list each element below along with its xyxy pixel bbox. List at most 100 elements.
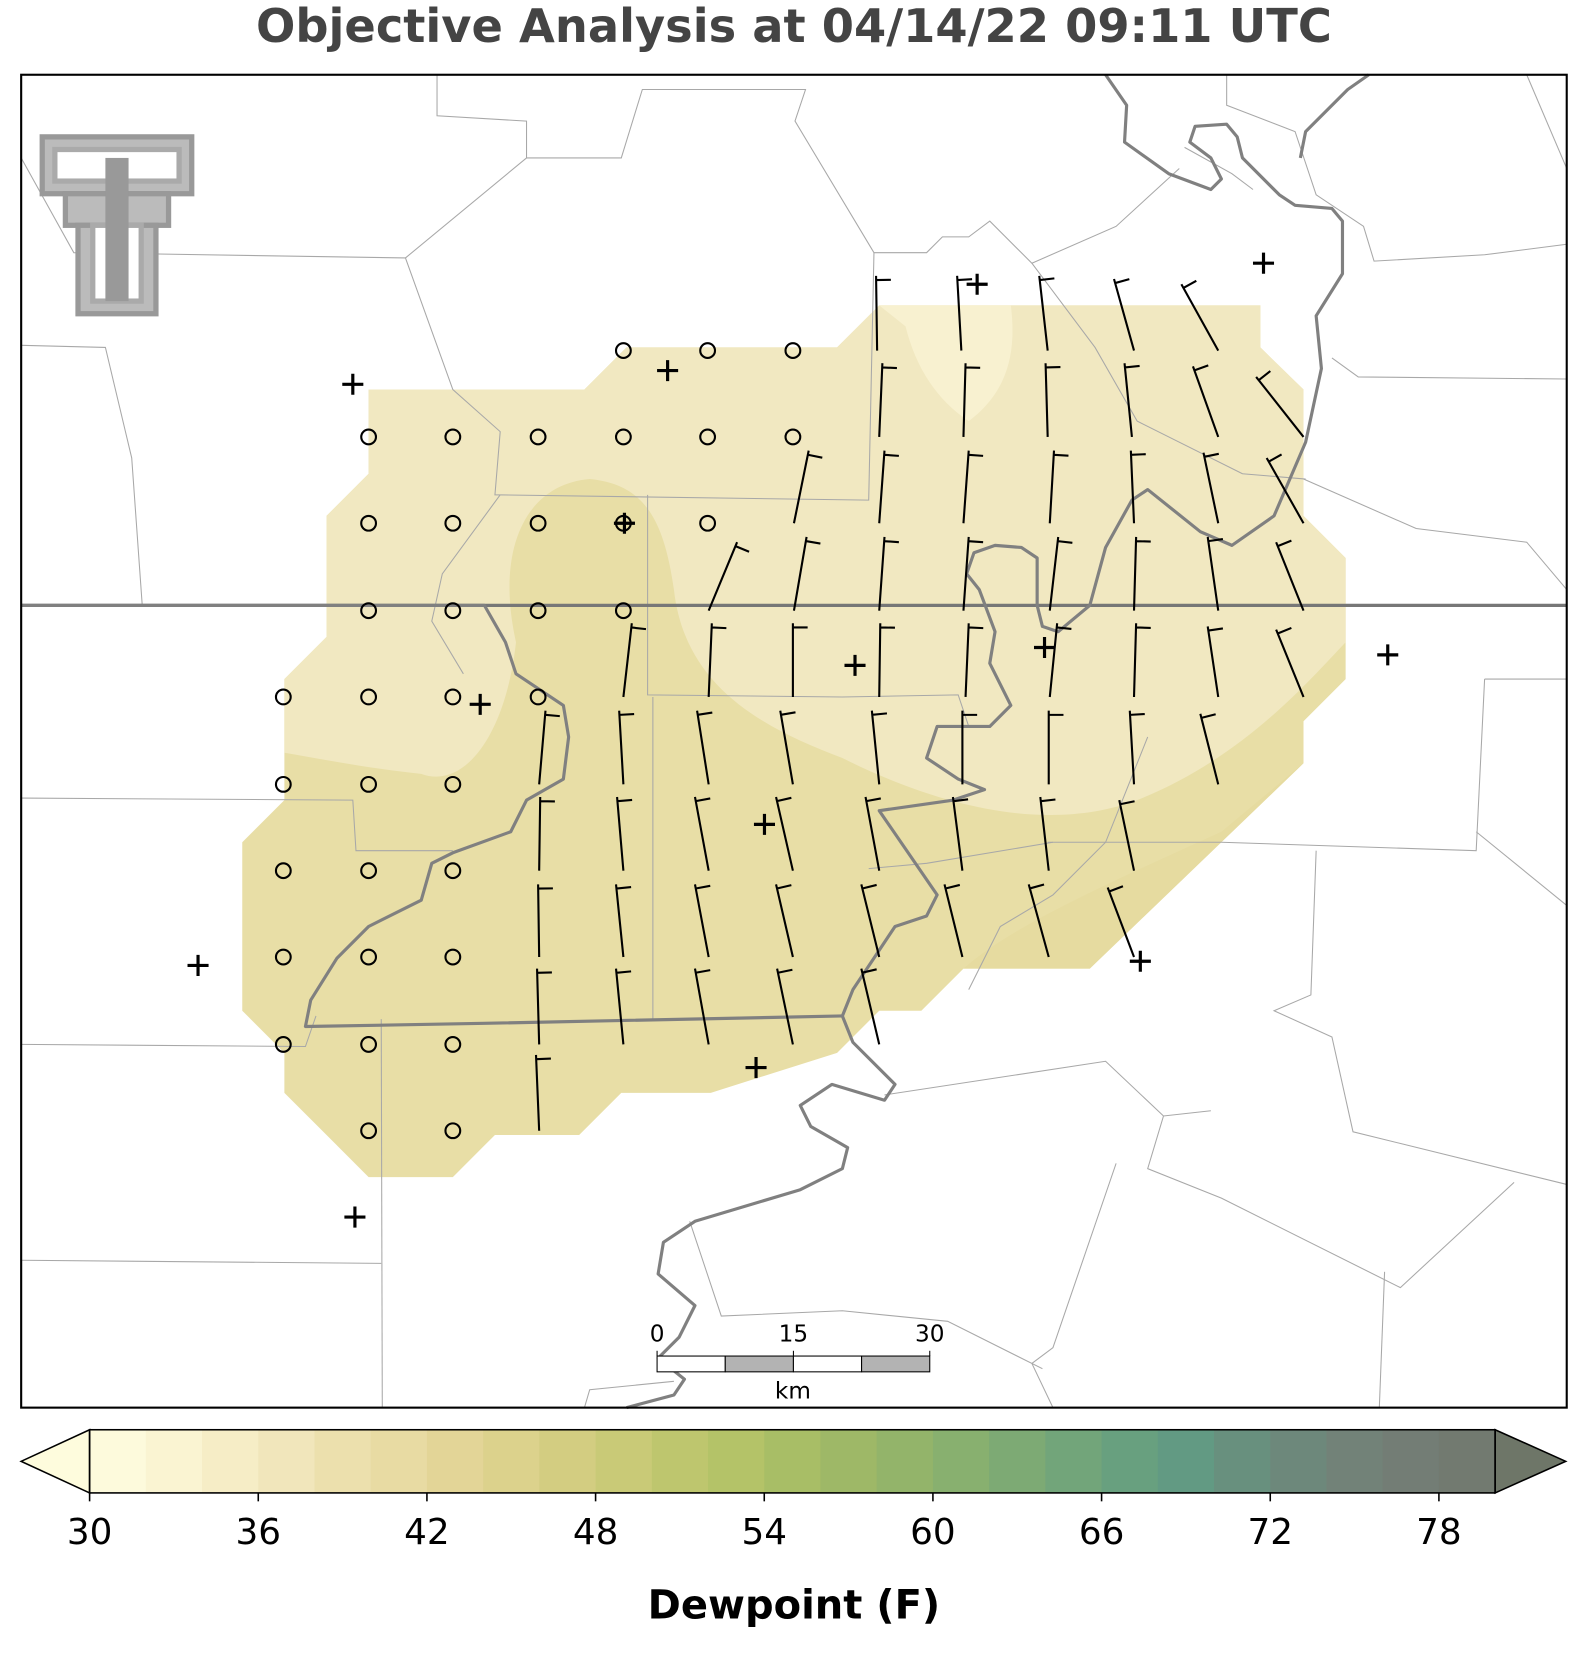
wind-barb <box>878 536 899 611</box>
wind-barb <box>1128 710 1145 785</box>
wind-barb <box>1199 713 1220 785</box>
station-missing <box>1252 252 1275 274</box>
station-calm <box>444 688 462 706</box>
county-line <box>647 494 970 727</box>
station-missing <box>1129 950 1151 972</box>
wind-barb <box>538 710 560 785</box>
colorbar-box <box>932 1429 990 1493</box>
station-calm <box>274 775 292 793</box>
colorbar-tick-label: 36 <box>236 1512 282 1553</box>
wind-barb <box>1112 278 1136 351</box>
colorbar-frame <box>88 1428 1496 1494</box>
scale-segment <box>861 1355 931 1373</box>
wind-barb <box>1132 536 1151 611</box>
wind-barb <box>792 450 823 524</box>
wind-barb <box>693 968 711 1045</box>
wind-barb <box>1206 536 1224 611</box>
station-calm <box>360 688 378 706</box>
county-line <box>1331 357 1567 380</box>
wind-barb <box>1118 799 1136 871</box>
colorbar-tick-label: 72 <box>1247 1512 1293 1553</box>
wind-barb <box>1180 279 1220 352</box>
county-line <box>21 797 453 852</box>
station-calm <box>614 602 632 620</box>
station-missing <box>344 1206 366 1228</box>
station-missing <box>342 373 364 395</box>
county-line <box>1526 74 1568 169</box>
wind-barb <box>951 796 969 871</box>
wind-barb <box>1132 623 1151 698</box>
station-missing <box>613 512 635 534</box>
county-line <box>873 168 1180 264</box>
county-line <box>20 74 875 501</box>
colorbar-box <box>258 1429 316 1493</box>
scale-tick-label: 0 <box>650 1321 665 1347</box>
station-calm <box>784 342 802 360</box>
wind-barb <box>616 796 633 871</box>
river <box>626 73 1345 1410</box>
wind-barb <box>878 623 895 697</box>
station-calm <box>614 342 632 360</box>
wind-barb <box>860 883 881 958</box>
station-calm <box>444 514 462 532</box>
scale-segment <box>792 1355 863 1373</box>
station-calm <box>360 602 378 620</box>
colorbar-box <box>426 1429 484 1493</box>
station-calm <box>529 428 547 446</box>
dewpoint-shading-lightest <box>879 305 1013 422</box>
station-calm <box>784 428 802 446</box>
colorbar-tick-label: 48 <box>573 1512 619 1553</box>
colorbar-box <box>1157 1429 1215 1493</box>
wind-barb <box>1047 710 1064 785</box>
colorbar-box <box>1326 1429 1384 1493</box>
stations <box>187 252 1399 1228</box>
county-line <box>868 841 1054 870</box>
county-line <box>1475 831 1568 906</box>
river <box>21 603 843 1029</box>
station-calm <box>360 514 378 532</box>
colorbar-box <box>1214 1429 1271 1493</box>
scale-unit: km <box>775 1378 811 1404</box>
wind-barb <box>696 710 713 785</box>
county-line <box>884 1060 1211 1117</box>
station-calm <box>274 948 292 966</box>
station-calm <box>444 775 462 793</box>
station-calm <box>360 775 378 793</box>
county-line <box>968 736 1149 990</box>
wind-barb <box>1106 885 1135 958</box>
wind-barb <box>693 884 711 958</box>
county-line <box>1031 1163 1117 1408</box>
station-calm <box>529 688 547 706</box>
colorbar-box <box>1438 1429 1496 1493</box>
wind-barb <box>536 968 552 1045</box>
colorbar-box <box>314 1429 372 1493</box>
colorbar-box <box>539 1429 597 1493</box>
station-missing <box>1033 636 1056 659</box>
dewpoint-shading-dark <box>963 763 1304 969</box>
wind-barb <box>1048 623 1072 698</box>
station-missing <box>745 1057 767 1079</box>
wind-barb <box>618 710 635 785</box>
county-line <box>1303 478 1568 590</box>
county-line <box>1378 1271 1386 1408</box>
station-calm <box>444 1035 462 1053</box>
colorbar-tick-label: 42 <box>404 1512 450 1553</box>
station-calm <box>360 428 378 446</box>
wind-barb <box>775 796 794 871</box>
wind-barb <box>962 450 984 524</box>
scale-segment <box>656 1355 726 1373</box>
wind-barb <box>962 536 984 611</box>
station-calm <box>360 862 378 880</box>
station-calm <box>444 428 462 446</box>
county-line <box>21 344 143 606</box>
station-calm <box>529 514 547 532</box>
county-line <box>689 1221 1043 1370</box>
station-calm <box>360 1122 378 1140</box>
colorbar-tick-label: 60 <box>910 1512 956 1553</box>
colorbar-box <box>370 1429 428 1493</box>
wind-barb <box>864 796 881 871</box>
wind-barb <box>878 363 897 437</box>
wind-barb <box>943 883 964 958</box>
county-line <box>21 1259 382 1264</box>
station-missing <box>844 654 866 676</box>
